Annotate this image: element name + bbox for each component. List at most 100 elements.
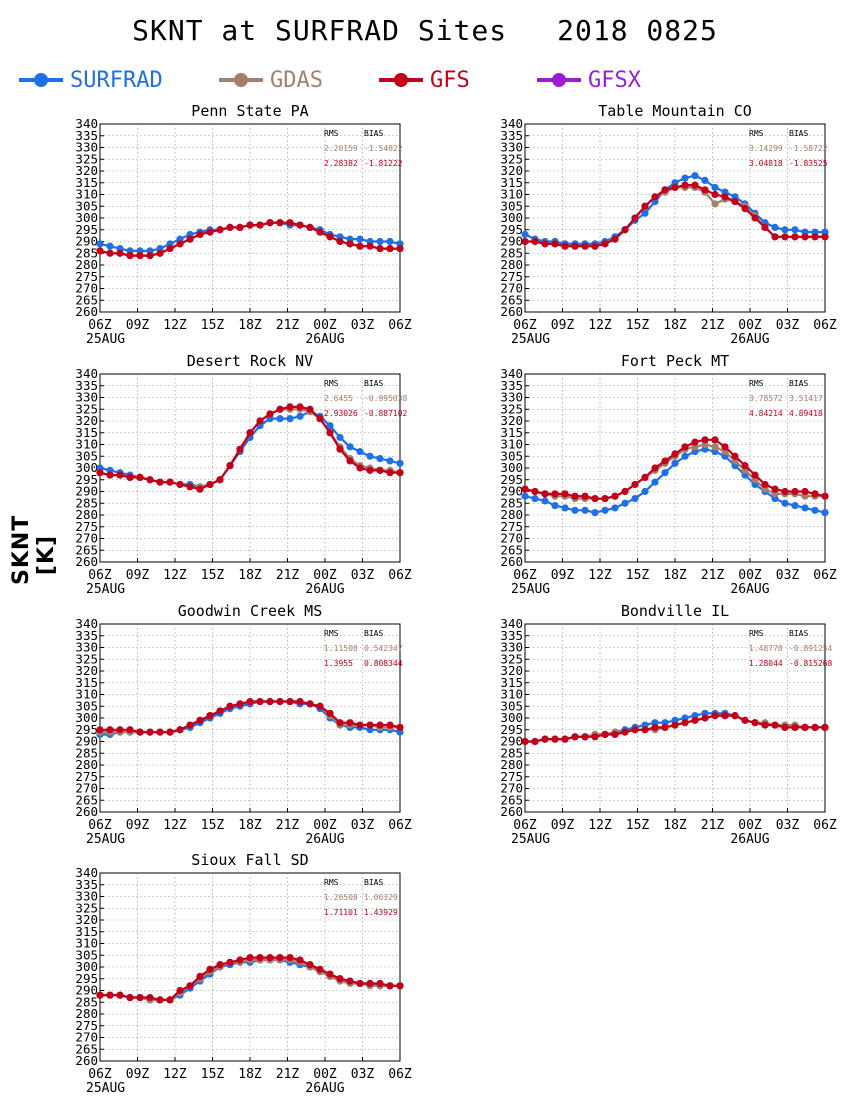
point-gfs xyxy=(256,417,264,425)
y-tick-label: 270 xyxy=(500,281,523,296)
point-gfs xyxy=(661,723,669,732)
x-tick-label: 09Z xyxy=(126,1067,150,1082)
y-tick-label: 295 xyxy=(500,722,523,737)
point-gfs xyxy=(376,721,384,729)
y-tick-label: 265 xyxy=(75,792,98,807)
point-gfs xyxy=(386,244,394,253)
x-tick-label: 03Z xyxy=(776,568,800,583)
point-gfs xyxy=(581,242,589,250)
stats-gfs-rms: 4.84214 xyxy=(749,409,783,418)
point-surfrad xyxy=(376,237,384,246)
point-gfs xyxy=(106,471,114,479)
point-gfs xyxy=(346,977,354,985)
date-label: 25AUG xyxy=(86,1081,125,1096)
point-gfs xyxy=(701,436,709,444)
legend-label-gfsx: GFSX xyxy=(588,67,641,93)
point-surfrad xyxy=(691,172,699,180)
y-tick-label: 325 xyxy=(75,651,98,666)
y-tick-label: 330 xyxy=(75,390,98,405)
point-gfs xyxy=(316,228,324,236)
point-gfs xyxy=(396,469,404,477)
x-tick-label: 09Z xyxy=(551,818,575,833)
stats-header-rms: RMS xyxy=(324,629,339,638)
point-gfs xyxy=(751,719,759,727)
point-surfrad xyxy=(651,478,659,486)
y-tick-label: 335 xyxy=(75,378,98,393)
y-tick-label: 310 xyxy=(75,187,98,202)
x-tick-label: 18Z xyxy=(663,568,687,583)
point-gfs xyxy=(336,237,344,246)
point-surfrad xyxy=(581,506,589,514)
y-tick-label: 260 xyxy=(75,1053,98,1068)
x-tick-label: 06Z xyxy=(813,818,837,833)
x-tick-label: 15Z xyxy=(201,318,225,333)
point-gfs xyxy=(286,219,294,227)
point-gfs xyxy=(561,735,569,743)
point-surfrad xyxy=(671,459,679,467)
point-gfs xyxy=(226,223,234,231)
point-gfs xyxy=(731,712,739,720)
y-tick-label: 280 xyxy=(500,757,523,772)
point-gfs xyxy=(296,697,304,706)
point-gfs xyxy=(356,464,364,472)
y-tick-label: 315 xyxy=(75,425,98,440)
point-gfs xyxy=(176,480,184,489)
point-gfs xyxy=(166,728,174,736)
point-gfs xyxy=(136,728,144,736)
x-tick-label: 06Z xyxy=(88,818,112,833)
y-tick-label: 265 xyxy=(500,542,523,557)
y-tick-label: 270 xyxy=(500,531,523,546)
stats-gdas-rms: 3.14299 xyxy=(749,144,783,153)
point-gfs xyxy=(216,476,224,484)
point-gfs xyxy=(386,721,394,729)
point-gfs xyxy=(166,478,174,486)
y-tick-label: 260 xyxy=(500,804,523,819)
x-tick-label: 21Z xyxy=(276,318,300,333)
y-tick-label: 285 xyxy=(75,245,98,260)
x-tick-label: 06Z xyxy=(388,568,412,583)
x-tick-label: 06Z xyxy=(88,318,112,333)
point-gfs xyxy=(196,230,204,239)
stats-header-rms: RMS xyxy=(749,379,764,388)
point-gfs xyxy=(761,223,769,231)
point-gfs xyxy=(591,242,599,250)
y-tick-label: 275 xyxy=(500,769,523,784)
point-gfs xyxy=(396,244,404,253)
stats-header-rms: RMS xyxy=(324,129,339,138)
point-gfs xyxy=(631,726,639,734)
x-tick-label: 12Z xyxy=(163,568,187,583)
point-gfs xyxy=(611,492,619,500)
point-surfrad xyxy=(386,457,394,465)
point-gfs xyxy=(691,181,699,189)
point-surfrad xyxy=(611,504,619,512)
point-gfs xyxy=(641,202,649,210)
y-tick-label: 340 xyxy=(75,116,98,131)
point-gfs xyxy=(541,490,549,498)
point-gfs xyxy=(226,958,234,966)
point-gfs xyxy=(296,956,304,964)
point-gfs xyxy=(571,242,579,250)
point-gfs xyxy=(186,235,194,243)
point-gfs xyxy=(781,723,789,732)
stats-gdas-rms: 1.20508 xyxy=(324,893,358,902)
point-gfs xyxy=(621,728,629,736)
point-gfs xyxy=(651,723,659,732)
point-surfrad xyxy=(621,499,629,507)
y-tick-label: 320 xyxy=(75,663,98,678)
point-gfs xyxy=(751,471,759,479)
point-surfrad xyxy=(376,455,384,463)
point-gfs xyxy=(126,473,134,481)
y-tick-label: 305 xyxy=(75,448,98,463)
point-gfs xyxy=(811,490,819,498)
point-gfs xyxy=(711,436,719,444)
legend-item-surfrad: SURFRAD xyxy=(18,66,163,94)
y-tick-label: 280 xyxy=(75,257,98,272)
x-tick-label: 06Z xyxy=(388,1067,412,1082)
y-tick-label: 285 xyxy=(75,994,98,1009)
point-gfs xyxy=(306,223,314,231)
point-gfs xyxy=(811,233,819,241)
y-tick-label: 325 xyxy=(500,151,523,166)
stats-gdas-rms: 3.78572 xyxy=(749,394,783,403)
x-tick-label: 00Z xyxy=(738,818,762,833)
point-gfs xyxy=(216,707,224,715)
